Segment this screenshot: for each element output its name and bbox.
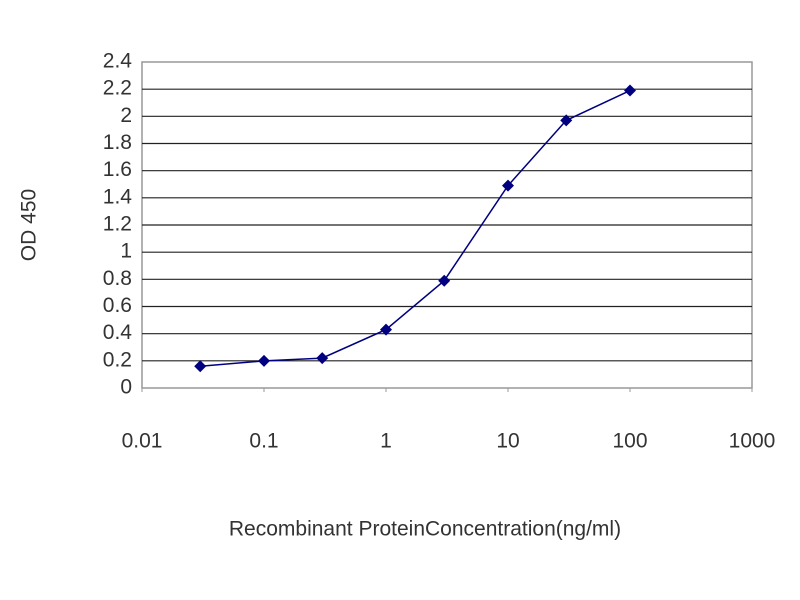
x-tick-label: 1 [380,430,392,453]
y-tick-label: 2.2 [103,77,132,100]
data-point [258,354,270,367]
x-axis-label: Recombinant ProteinConcentration(ng/ml) [229,518,621,541]
y-tick-label: 0.8 [103,267,132,290]
data-point [438,274,451,287]
data-point [502,179,514,192]
y-tick-label: 1.6 [103,158,132,181]
y-tick-label: 2.4 [103,50,133,73]
data-point [316,352,329,365]
x-tick-label: 100 [612,430,647,453]
y-tick-label: 1 [120,240,132,263]
y-tick-label: 0.6 [103,294,132,317]
y-tick-label: 0 [120,376,132,399]
y-axis-label: OD 450 [18,189,41,261]
data-point [194,360,207,373]
data-point [560,114,573,127]
x-tick-label: 0.01 [122,430,163,453]
y-tick-label: 1.2 [103,213,132,236]
y-tick-label: 0.4 [103,321,133,344]
data-point [624,84,636,97]
y-tick-label: 2 [120,104,132,127]
x-tick-label: 10 [496,430,519,453]
x-tick-label: 0.1 [249,430,278,453]
data-point [380,323,392,336]
y-tick-label: 1.8 [103,131,132,154]
y-tick-label: 1.4 [103,185,133,208]
y-tick-label: 0.2 [103,348,132,371]
series-line [200,89,631,368]
x-tick-label: 1000 [729,430,776,453]
